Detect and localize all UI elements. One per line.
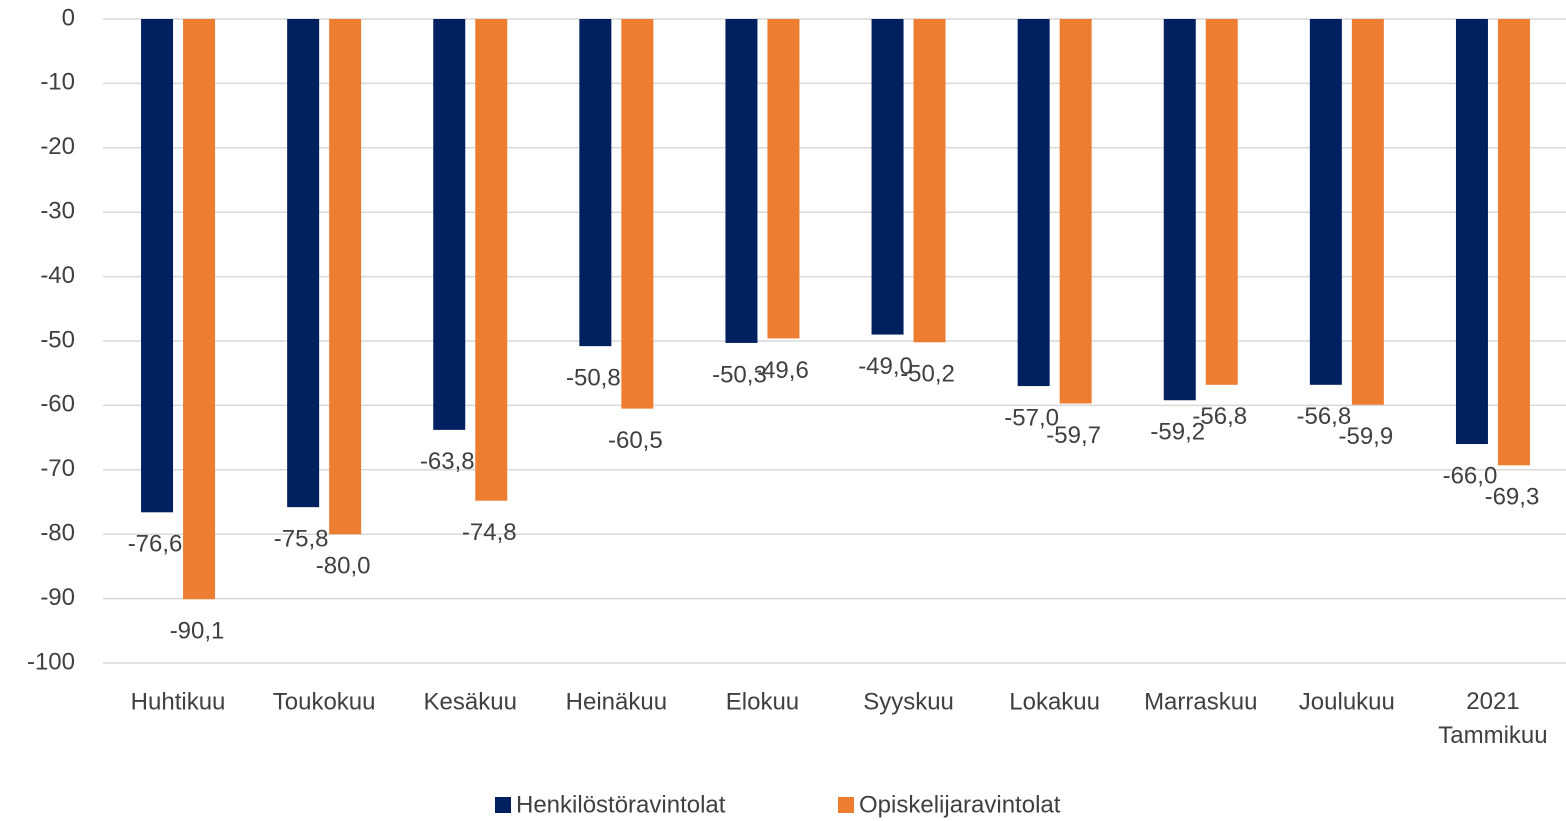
data-label: -69,3: [1485, 484, 1540, 511]
y-tick-label: -10: [40, 69, 75, 96]
bar: [433, 19, 466, 430]
x-tick-label: Lokakuu: [1009, 688, 1100, 715]
x-tick-label: Joulukuu: [1299, 688, 1395, 715]
x-tick-label: 2021 Tammikuu: [1438, 688, 1547, 749]
bar: [183, 19, 216, 600]
bar: [871, 19, 904, 335]
x-tick-label: Toukokuu: [273, 688, 376, 715]
data-label: -60,5: [608, 427, 663, 454]
data-label: -50,3: [712, 361, 767, 388]
data-label: -49,6: [754, 357, 809, 384]
x-tick-label: Kesäkuu: [424, 688, 517, 715]
bar: [1059, 19, 1092, 404]
x-tick-label: Heinäkuu: [566, 688, 667, 715]
data-label: -90,1: [170, 618, 225, 645]
bar: [1455, 19, 1488, 445]
data-label: -49,0: [858, 353, 913, 380]
bar: [1163, 19, 1196, 401]
legend-label: Opiskelijaravintolat: [859, 791, 1061, 818]
data-label: -66,0: [1443, 462, 1498, 489]
x-tick-label: Marraskuu: [1144, 688, 1257, 715]
bar: [1309, 19, 1342, 385]
bar: [287, 19, 320, 508]
bar: [913, 19, 946, 343]
legend-label: Henkilöstöravintolat: [516, 791, 726, 818]
bar: [329, 19, 362, 535]
y-tick-label: -80: [40, 520, 75, 547]
data-label: -50,8: [566, 364, 621, 391]
data-label: -74,8: [462, 519, 517, 546]
data-label: -56,8: [1296, 403, 1351, 430]
bar: [475, 19, 508, 501]
y-tick-label: -70: [40, 455, 75, 482]
y-tick-label: 0: [62, 4, 75, 31]
y-tick-label: -100: [27, 648, 75, 675]
data-label: -59,9: [1338, 423, 1393, 450]
bar: [1017, 19, 1050, 387]
y-tick-label: -30: [40, 198, 75, 225]
legend-swatch: [495, 797, 511, 813]
data-label: -59,7: [1046, 422, 1101, 449]
data-label: -75,8: [274, 525, 329, 552]
bar: [1351, 19, 1384, 405]
data-label: -57,0: [1004, 404, 1059, 431]
data-label: -59,2: [1150, 419, 1205, 446]
y-tick-label: -90: [40, 584, 75, 611]
bar: [141, 19, 174, 513]
bar: [1497, 19, 1530, 466]
bar: [767, 19, 800, 339]
data-label: -50,2: [900, 361, 955, 388]
data-label: -56,8: [1192, 403, 1247, 430]
bar: [621, 19, 654, 409]
y-tick-label: -50: [40, 326, 75, 353]
y-tick-label: -20: [40, 133, 75, 160]
legend-swatch: [838, 797, 854, 813]
y-tick-label: -40: [40, 262, 75, 289]
data-label: -76,6: [128, 531, 183, 558]
bar: [1205, 19, 1238, 385]
x-tick-label: Syyskuu: [863, 688, 954, 715]
bar: [725, 19, 758, 343]
x-tick-label: Huhtikuu: [131, 688, 226, 715]
data-label: -63,8: [420, 448, 475, 475]
data-label: -80,0: [316, 553, 371, 580]
y-tick-label: -60: [40, 391, 75, 418]
x-tick-label: Elokuu: [726, 688, 799, 715]
bar: [579, 19, 612, 347]
